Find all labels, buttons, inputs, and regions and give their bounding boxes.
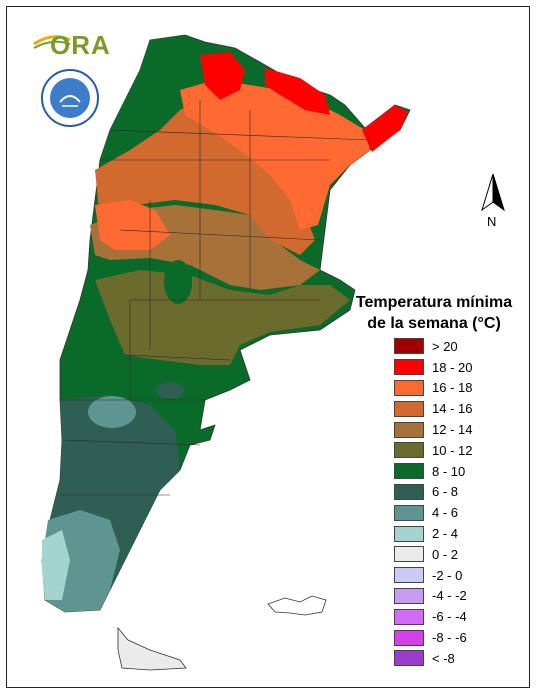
legend-swatch [394,400,424,417]
legend-swatch [394,546,424,563]
legend-swatch [394,463,424,480]
zone-18-20 [200,52,245,100]
legend-label: -8 - -6 [432,630,467,646]
province-borders [60,100,371,496]
zone-14-16 [95,100,315,255]
legend-swatch [394,629,424,646]
legend-item: 2 - 4 [394,523,472,544]
legend-swatch [394,442,424,459]
legend-item: -8 - -6 [394,627,472,648]
zone-10-12 [95,270,350,365]
legend-label: 12 - 14 [432,422,473,438]
zone-2-4 [42,530,70,600]
north-arrow-icon [481,173,505,212]
legend-title-line2: de la semana (°C) [367,315,501,332]
legend-label: 4 - 6 [432,505,459,521]
legend-item: -6 - -4 [394,606,472,627]
legend-swatch [394,650,424,667]
legend-title: Temperatura mínima de la semana (°C) [334,292,534,334]
legend-item: > 20 [394,336,472,357]
legend-label: 0 - 2 [432,546,459,562]
legend-item: 12 - 14 [394,419,472,440]
legend-label: -6 - -4 [432,609,467,625]
zone-4-6-spot [88,396,136,428]
legend-label: < -8 [432,650,455,666]
legend-item: 6 - 8 [394,482,472,503]
legend-label: 6 - 8 [432,484,459,500]
legend-swatch [394,483,424,500]
legend-swatch [394,338,424,355]
legend-item: 0 - 2 [394,544,472,565]
legend-label: 18 - 20 [432,359,473,375]
legend-label: 16 - 18 [432,380,473,396]
zone-6-8-spot [156,382,184,398]
ora-logo-text: ORA [50,30,111,60]
zone-8-10-center [164,260,192,304]
legend-item: 16 - 18 [394,378,472,399]
legend-label: -2 - 0 [432,567,463,583]
legend-item: -2 - 0 [394,565,472,586]
legend-swatch [394,567,424,584]
legend-title-line1: Temperatura mínima [355,294,513,311]
legend-label: 14 - 16 [432,401,473,417]
zone-18-20-misiones [362,105,408,152]
zone-8-10-north [100,35,190,160]
legend-swatch [394,504,424,521]
legend-item: 14 - 16 [394,398,472,419]
legend-label: 2 - 4 [432,526,459,542]
legend-swatch [394,379,424,396]
legend-label: 10 - 12 [432,442,473,458]
zone-16-18-west [95,200,170,250]
legend-label: > 20 [432,338,458,354]
legend-label: -4 - -2 [432,588,467,604]
legend-swatch [394,587,424,604]
tierra-del-fuego [117,626,187,671]
legend-swatch [394,608,424,625]
map-frame [6,6,530,688]
legend: > 20 18 - 20 16 - 18 14 - 16 12 - 14 10 … [394,336,472,669]
ora-logo [33,35,71,49]
islas-malvinas [267,595,327,616]
legend-swatch [394,359,424,376]
legend-item: 18 - 20 [394,357,472,378]
legend-swatch [394,421,424,438]
smn-seal-icon [41,69,99,127]
zone-18-20-ne [265,68,330,115]
legend-item: 8 - 10 [394,461,472,482]
legend-swatch [394,525,424,542]
legend-label: 8 - 10 [432,463,466,479]
north-label: N [487,214,497,229]
legend-item: -4 - -2 [394,586,472,607]
legend-item: 4 - 6 [394,502,472,523]
zone-16-18 [180,80,370,230]
legend-item: < -8 [394,648,472,669]
legend-item: 10 - 12 [394,440,472,461]
